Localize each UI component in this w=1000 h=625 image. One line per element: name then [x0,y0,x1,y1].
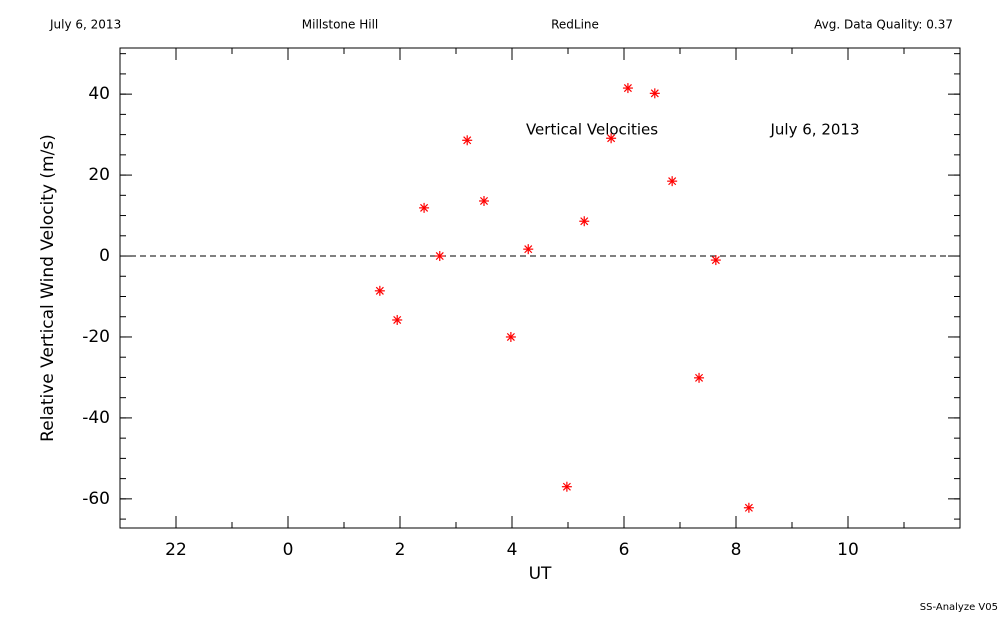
point-stroke [580,217,589,226]
point [505,331,516,342]
annotation: July 6, 2013 [770,121,860,139]
point-stroke [435,252,444,261]
point [622,83,633,94]
point-stroke [607,134,616,143]
point-stroke [420,203,429,212]
y-tick-label: -60 [82,489,110,509]
header-site: Millstone Hill [302,18,378,32]
point-stroke [623,84,632,93]
point [561,481,572,492]
point [392,314,403,325]
x-tick-label: 22 [165,540,187,560]
x-tick-label: 8 [731,540,742,560]
point [462,135,473,146]
point-stroke [479,196,489,206]
header-quality: Avg. Data Quality: 0.37 [814,18,953,32]
point [523,244,534,255]
header-instrument: RedLine [551,18,599,32]
point [606,133,617,144]
x-tick-label: 0 [283,540,294,560]
point [434,251,445,262]
point [667,176,678,187]
point [743,502,754,513]
y-tick-label: -20 [82,327,110,347]
point-stroke [744,503,753,512]
point [710,255,721,266]
point-stroke [463,136,472,145]
y-axis-label: Relative Vertical Wind Velocity (m/s) [38,134,58,442]
point-stroke [562,482,571,491]
point [694,372,705,383]
x-tick-label: 10 [837,540,859,560]
point [649,88,660,99]
point-stroke [650,89,659,98]
y-tick-label: 40 [88,84,110,104]
point-stroke [668,177,677,186]
point [419,202,430,213]
point [374,285,385,296]
y-tick-label: 20 [88,165,110,185]
footer: SS-Analyze V05 [920,602,998,613]
annotation: Vertical Velocities [526,121,658,139]
x-axis-label: UT [529,564,552,584]
header-date: July 6, 2013 [49,18,121,32]
point-stroke [524,245,533,254]
y-tick-label: -40 [82,408,110,428]
point-stroke [506,332,515,341]
y-tick-label: 0 [99,246,110,266]
x-tick-label: 6 [619,540,630,560]
x-tick-label: 2 [395,540,406,560]
point-stroke [711,256,720,265]
point [579,216,590,227]
plot-frame [119,47,961,529]
point-stroke [375,286,384,295]
x-tick-label: 4 [507,540,518,560]
point-stroke [695,373,704,382]
point [479,195,489,206]
point-stroke [393,315,402,324]
